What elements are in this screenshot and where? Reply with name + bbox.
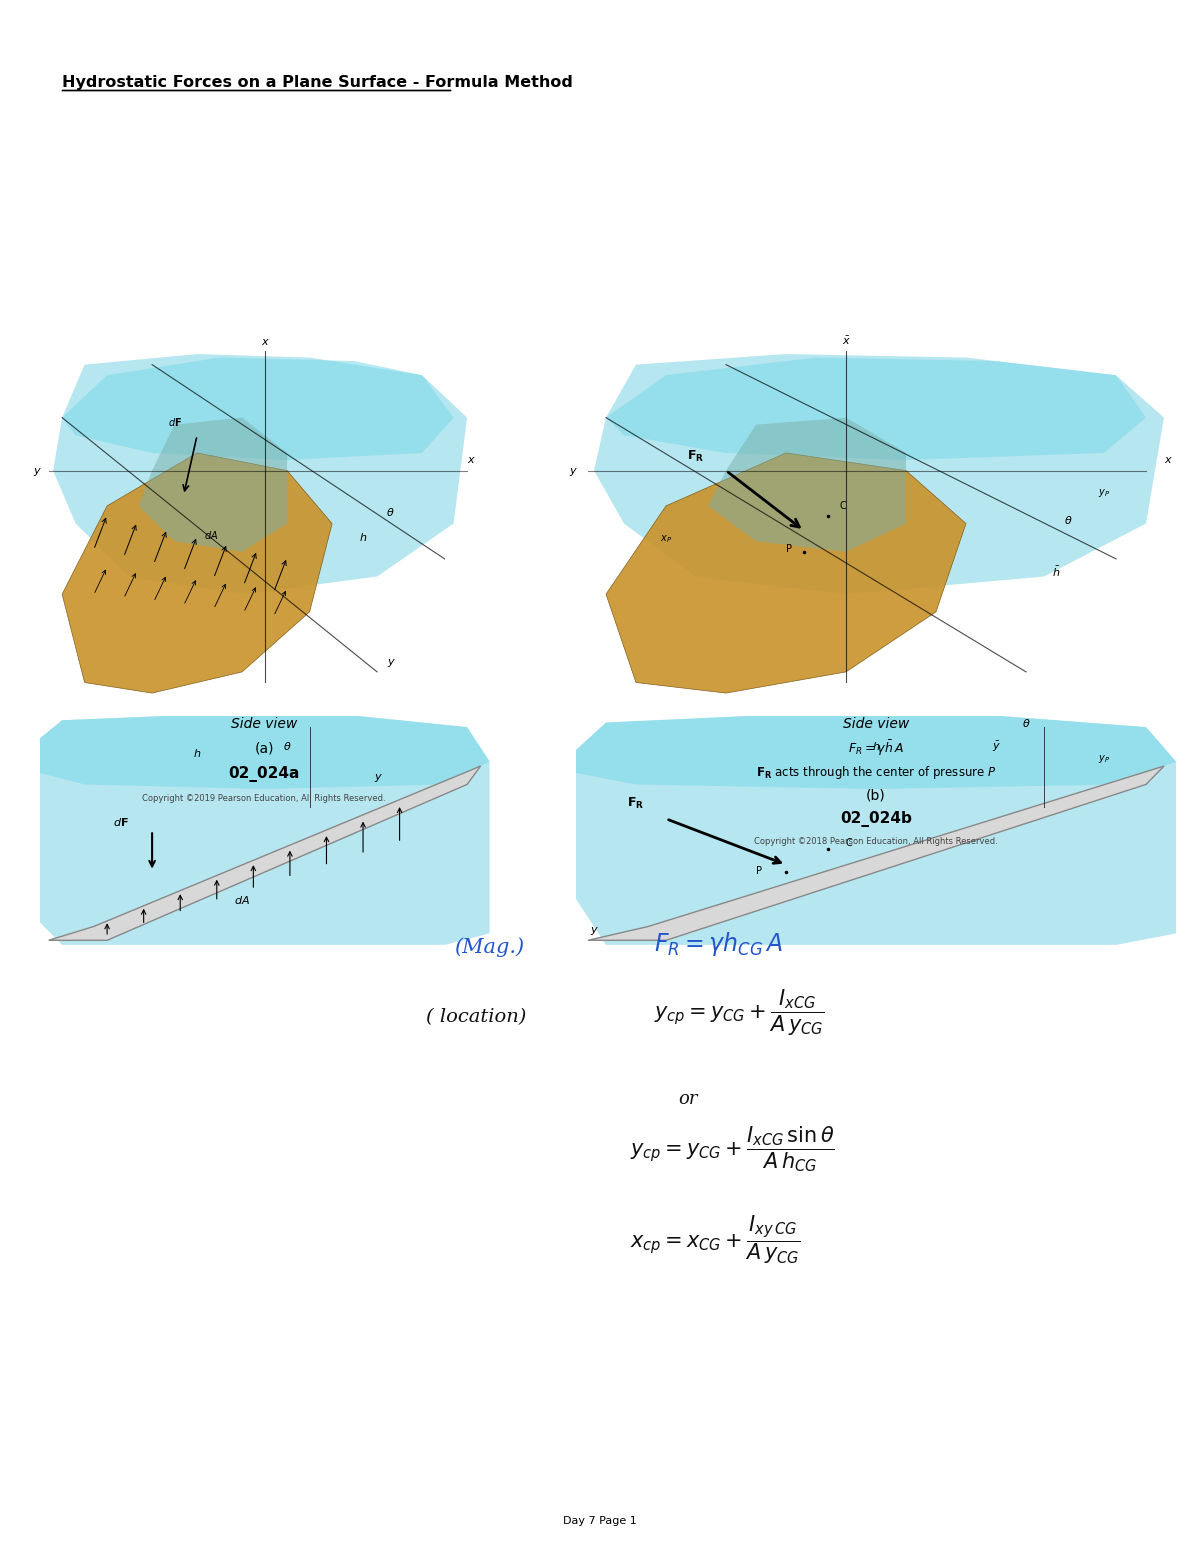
Text: $\theta$: $\theta$ <box>1021 717 1031 730</box>
Text: y: y <box>32 466 40 476</box>
Polygon shape <box>588 767 1164 940</box>
Text: $\mathbf{F_R}$: $\mathbf{F_R}$ <box>688 449 704 465</box>
Text: $d\mathbf{F}$: $d\mathbf{F}$ <box>168 417 181 428</box>
Text: y: y <box>590 925 598 936</box>
Text: $\theta$: $\theta$ <box>283 740 292 751</box>
Polygon shape <box>48 767 481 940</box>
Text: Hydrostatic Forces on a Plane Surface - Formula Method: Hydrostatic Forces on a Plane Surface - … <box>62 74 572 90</box>
Text: ( location): ( location) <box>426 1008 527 1027</box>
Text: $d\mathbf{F}$: $d\mathbf{F}$ <box>113 816 128 827</box>
Polygon shape <box>40 716 490 945</box>
Text: $F_R = \gamma h_{CG}\, A$: $F_R = \gamma h_{CG}\, A$ <box>654 929 784 959</box>
Text: $y_P$: $y_P$ <box>1098 753 1110 765</box>
Text: Day 7 Page 1: Day 7 Page 1 <box>563 1516 637 1526</box>
Text: 02_024a: 02_024a <box>228 765 300 782</box>
Polygon shape <box>606 358 1146 460</box>
Polygon shape <box>576 716 1176 788</box>
Text: x: x <box>1164 455 1171 465</box>
Text: $\bar{h}$: $\bar{h}$ <box>1052 564 1060 578</box>
Polygon shape <box>708 418 906 551</box>
Polygon shape <box>62 452 332 692</box>
Text: (b): (b) <box>866 788 886 802</box>
Polygon shape <box>576 716 1176 945</box>
Text: $dA$: $dA$ <box>234 894 250 906</box>
Text: (Mag.): (Mag.) <box>454 937 523 957</box>
Text: $y_P$: $y_P$ <box>1098 488 1110 499</box>
Polygon shape <box>139 418 287 551</box>
Text: (a): (a) <box>254 742 274 756</box>
Text: $\theta$: $\theta$ <box>386 507 395 519</box>
Text: $dA$: $dA$ <box>204 530 217 541</box>
Text: Side view: Side view <box>842 717 910 731</box>
Text: $y_{cp} = y_{CG} + \dfrac{I_{xCG}\,\sin\theta}{A\,h_{CG}}$: $y_{cp} = y_{CG} + \dfrac{I_{xCG}\,\sin\… <box>630 1125 835 1174</box>
Text: 02_024b: 02_024b <box>840 810 912 827</box>
Text: C: C <box>846 838 853 849</box>
Text: x: x <box>467 455 474 465</box>
Text: h: h <box>193 748 200 759</box>
Text: $x_P$: $x_P$ <box>660 533 672 545</box>
Text: h: h <box>872 742 880 751</box>
Text: $\theta$: $\theta$ <box>1063 514 1073 525</box>
Text: P: P <box>756 866 762 875</box>
Text: y: y <box>373 771 380 782</box>
Text: y: y <box>388 657 394 666</box>
Text: Side view: Side view <box>230 717 298 731</box>
Text: Copyright ©2018 Pearson Education, All Rights Reserved.: Copyright ©2018 Pearson Education, All R… <box>754 836 998 846</box>
Polygon shape <box>53 355 467 595</box>
Text: h: h <box>360 533 367 544</box>
Text: $\bar{y}$: $\bar{y}$ <box>991 740 1001 754</box>
Polygon shape <box>606 452 966 692</box>
Text: $\mathbf{F_R}$: $\mathbf{F_R}$ <box>628 796 644 812</box>
Polygon shape <box>40 716 490 788</box>
Polygon shape <box>594 355 1164 595</box>
Polygon shape <box>62 358 454 460</box>
Text: or: or <box>678 1090 697 1109</box>
Text: $\bar{x}$: $\bar{x}$ <box>841 335 851 347</box>
Text: $\mathbf{F_R}$ acts through the center of pressure $P$: $\mathbf{F_R}$ acts through the center o… <box>756 764 996 781</box>
Text: $x_{cp} = x_{CG} + \dfrac{I_{xy\,CG}}{A\,y_{CG}}$: $x_{cp} = x_{CG} + \dfrac{I_{xy\,CG}}{A\… <box>630 1213 800 1266</box>
Text: $y_{cp} = y_{CG} + \dfrac{I_{xCG}}{A\,y_{CG}}$: $y_{cp} = y_{CG} + \dfrac{I_{xCG}}{A\,y_… <box>654 988 824 1038</box>
Text: C: C <box>840 502 847 511</box>
Text: x: x <box>262 338 268 347</box>
Text: Copyright ©2019 Pearson Education, All Rights Reserved.: Copyright ©2019 Pearson Education, All R… <box>142 793 386 802</box>
Text: $F_R = \gamma\bar{h}\,A$: $F_R = \gamma\bar{h}\,A$ <box>848 739 904 757</box>
Text: y: y <box>569 466 576 476</box>
Text: P: P <box>786 544 792 555</box>
